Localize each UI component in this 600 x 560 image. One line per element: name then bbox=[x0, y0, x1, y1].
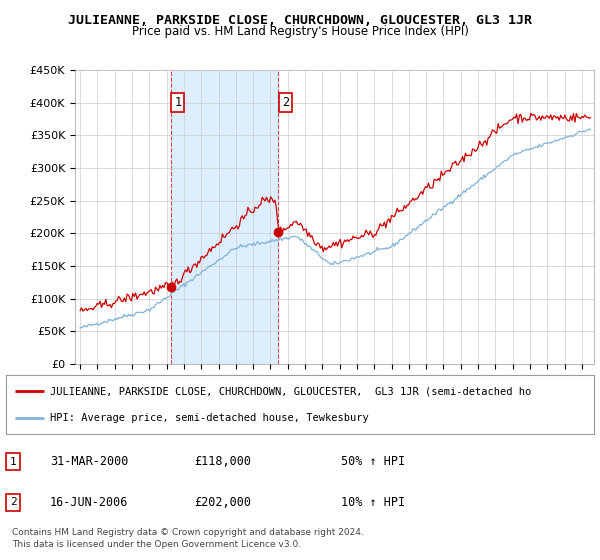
Text: Price paid vs. HM Land Registry's House Price Index (HPI): Price paid vs. HM Land Registry's House … bbox=[131, 25, 469, 38]
Bar bbox=[171, 70, 278, 364]
Text: £118,000: £118,000 bbox=[194, 455, 251, 468]
Text: 1: 1 bbox=[175, 96, 181, 109]
Text: 2: 2 bbox=[10, 497, 16, 507]
Text: 2: 2 bbox=[282, 96, 289, 109]
Text: 10% ↑ HPI: 10% ↑ HPI bbox=[341, 496, 405, 509]
Text: £202,000: £202,000 bbox=[194, 496, 251, 509]
Text: Contains HM Land Registry data © Crown copyright and database right 2024.: Contains HM Land Registry data © Crown c… bbox=[12, 528, 364, 536]
Text: 50% ↑ HPI: 50% ↑ HPI bbox=[341, 455, 405, 468]
Text: JULIEANNE, PARKSIDE CLOSE, CHURCHDOWN, GLOUCESTER, GL3 1JR: JULIEANNE, PARKSIDE CLOSE, CHURCHDOWN, G… bbox=[68, 14, 532, 27]
Text: 16-JUN-2006: 16-JUN-2006 bbox=[50, 496, 128, 509]
Text: 31-MAR-2000: 31-MAR-2000 bbox=[50, 455, 128, 468]
Text: 1: 1 bbox=[10, 456, 16, 466]
Text: This data is licensed under the Open Government Licence v3.0.: This data is licensed under the Open Gov… bbox=[12, 540, 301, 549]
Text: HPI: Average price, semi-detached house, Tewkesbury: HPI: Average price, semi-detached house,… bbox=[50, 413, 369, 423]
Text: JULIEANNE, PARKSIDE CLOSE, CHURCHDOWN, GLOUCESTER,  GL3 1JR (semi-detached ho: JULIEANNE, PARKSIDE CLOSE, CHURCHDOWN, G… bbox=[50, 386, 532, 396]
